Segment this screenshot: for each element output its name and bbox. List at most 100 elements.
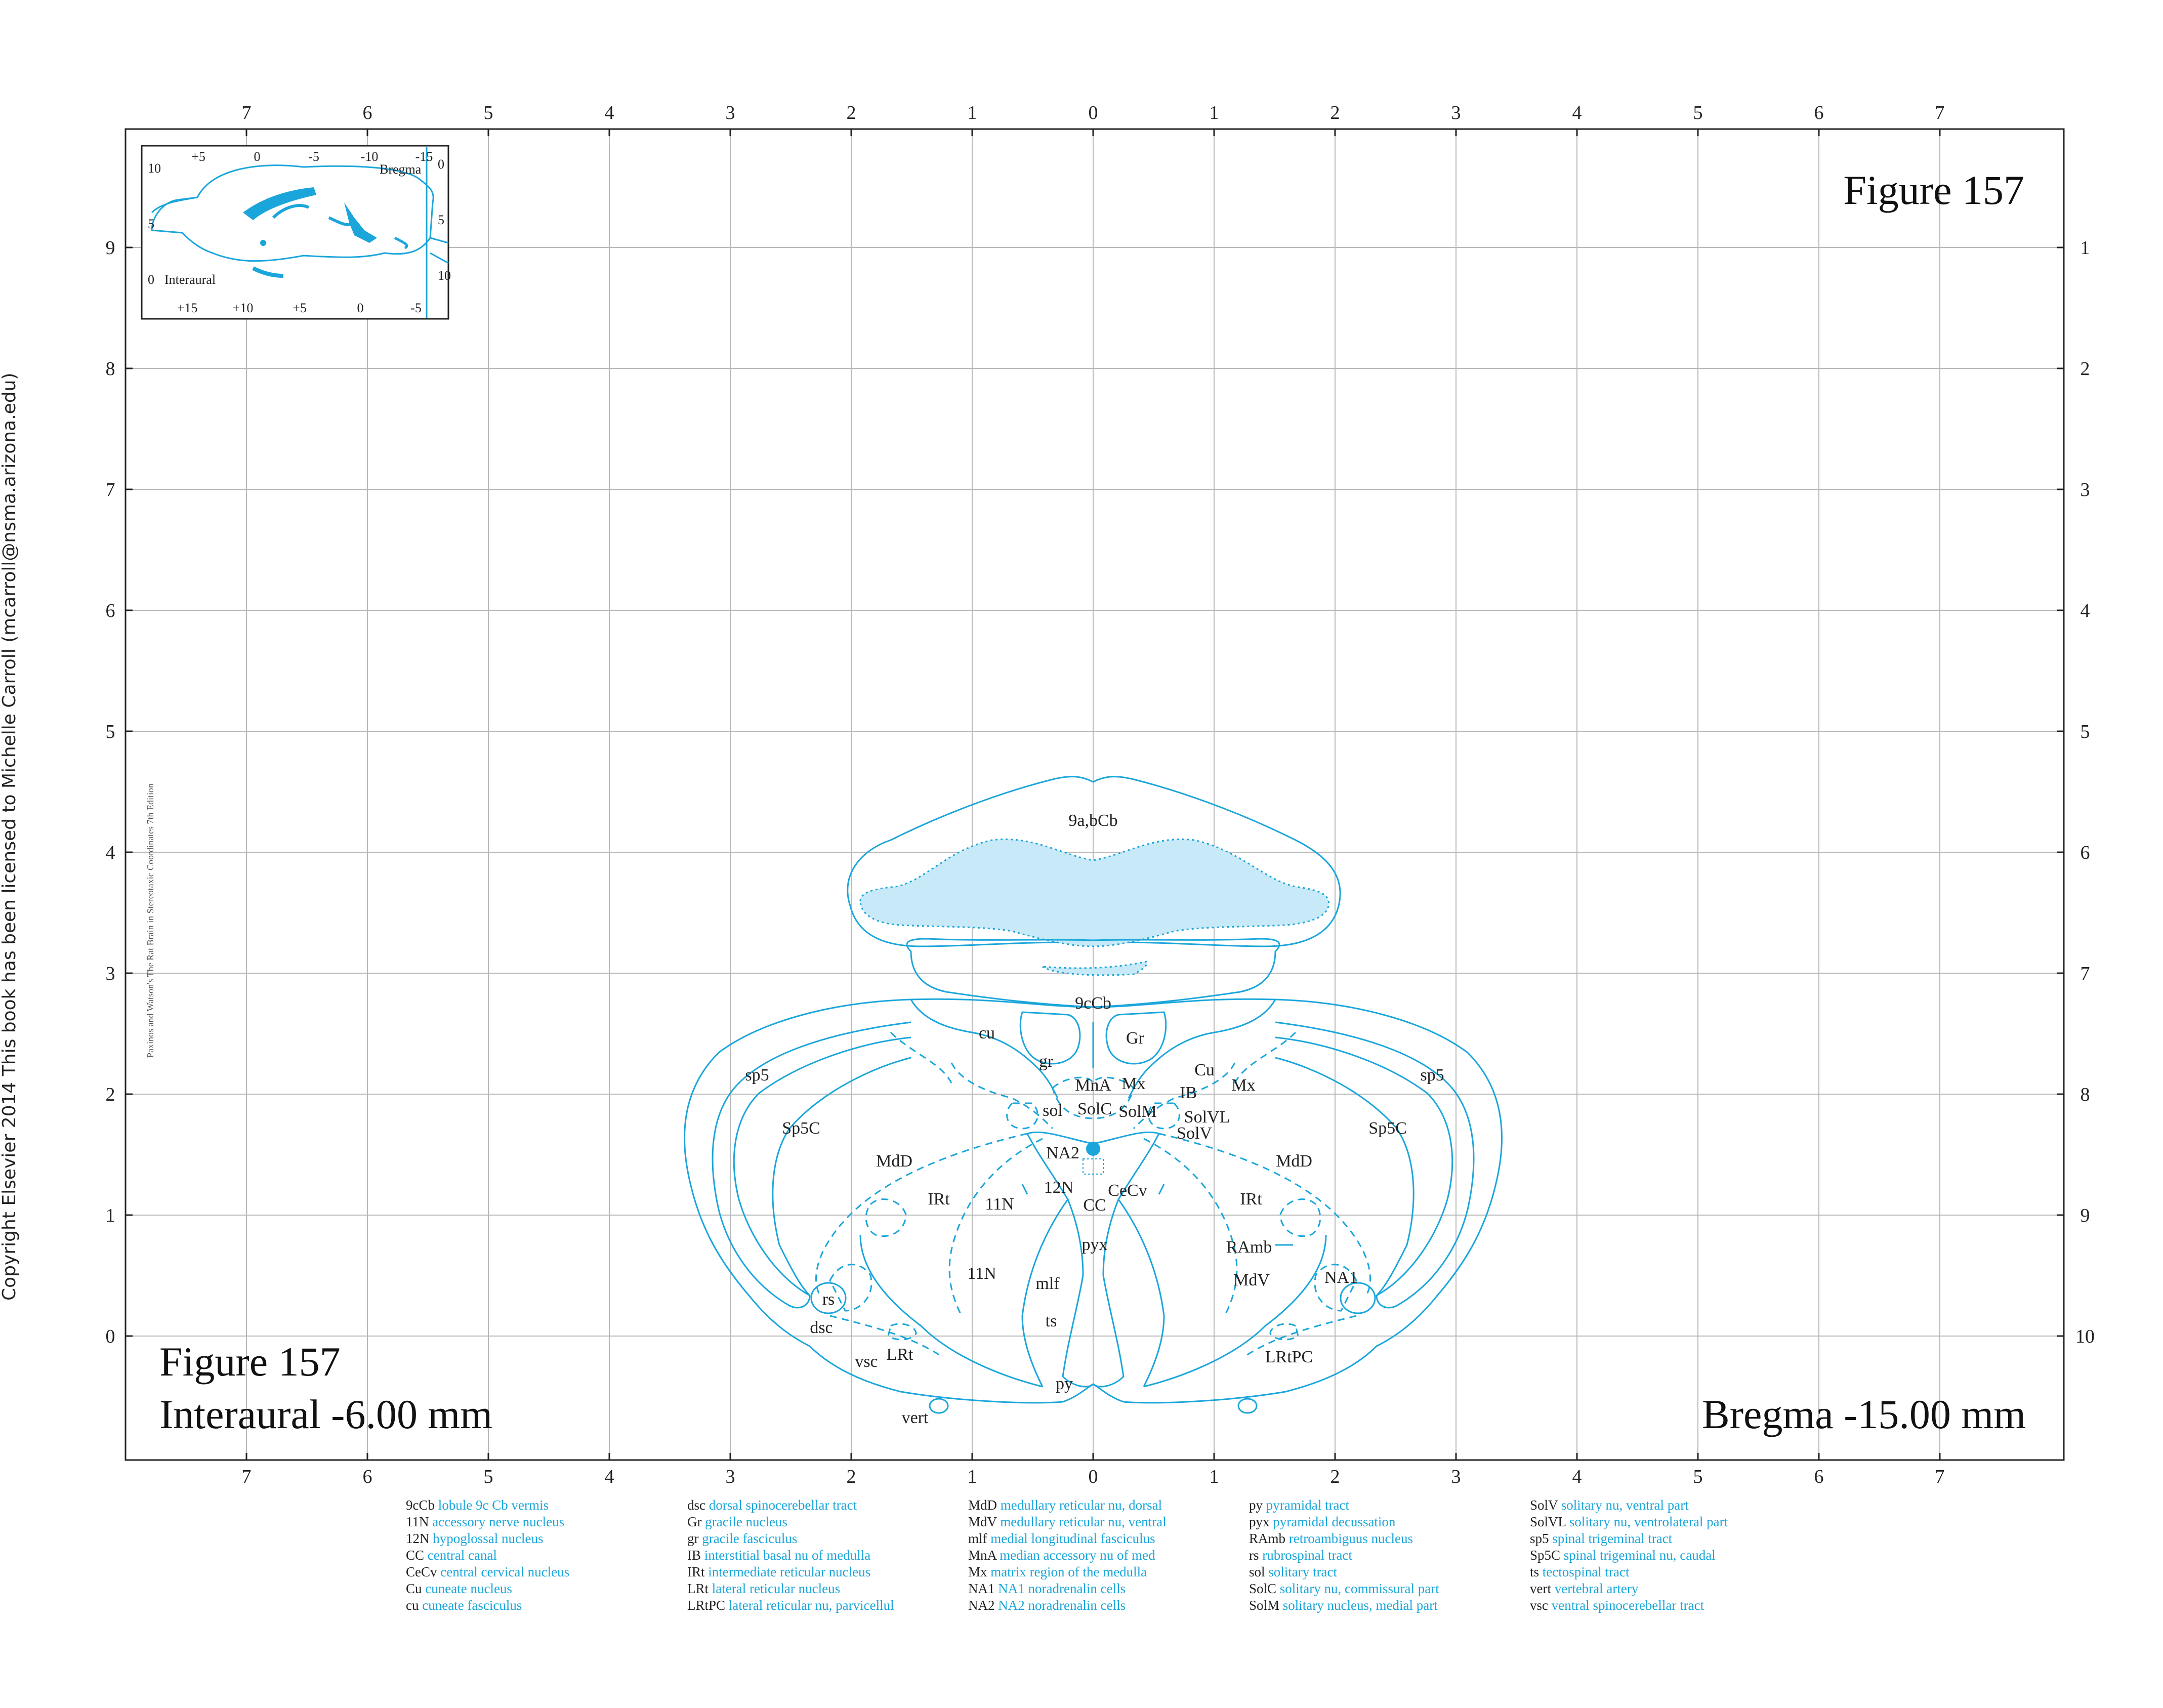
structure-label: SolV [1177, 1124, 1212, 1143]
legend-description: matrix region of the medulla [990, 1564, 1147, 1579]
axis-tick-label-bottom: 7 [1935, 1466, 1945, 1487]
axis-tick-label-left: 9 [106, 237, 115, 259]
figure-title: Figure 157 [1843, 167, 2024, 213]
legend-entry: 11N accessory nerve nucleus [406, 1514, 564, 1529]
legend-abbreviation: MdD [968, 1497, 1001, 1513]
figure-label-bottom: Figure 157 [159, 1339, 341, 1385]
structure-label: NA2 [1046, 1144, 1079, 1162]
legend-entry: cu cuneate fasciculus [406, 1598, 522, 1613]
structure-label: 9cCb [1075, 994, 1111, 1013]
legend-description: central cervical nucleus [440, 1564, 569, 1579]
axis-tick-label-top: 0 [1089, 102, 1098, 123]
structure-label: rs [822, 1290, 835, 1309]
legend-abbreviation: IRt [687, 1564, 708, 1579]
inset-tick-label-bottom: +5 [293, 301, 307, 315]
structure-label: SolM [1118, 1102, 1157, 1121]
legend-entry: ts tectospinal tract [1530, 1564, 1630, 1579]
inset-tick-label-bottom: +15 [177, 301, 198, 315]
legend-description: solitary tract [1268, 1564, 1337, 1579]
structure-label: MdV [1233, 1271, 1270, 1289]
axis-tick-label-bottom: 0 [1089, 1466, 1098, 1487]
axis-tick-label-left: 1 [106, 1205, 115, 1226]
axis-tick-label-bottom: 3 [1451, 1466, 1461, 1487]
rs-right [1340, 1282, 1376, 1314]
inset-tick-label-left: 0 [148, 272, 154, 287]
legend-description: tectospinal tract [1543, 1564, 1630, 1579]
legend-entry: IRt intermediate reticular nucleus [687, 1564, 870, 1579]
inset-brain-outline [151, 164, 434, 262]
legend-description: cuneate nucleus [425, 1581, 512, 1596]
legend-abbreviation: CC [406, 1548, 428, 1563]
axis-tick-label-bottom: 1 [1210, 1466, 1219, 1487]
sagittal-inset: +5 0 -5 -10 -15 +15 +10 +5 0 -5 10 5 0 0 5 10 Bregma In… [141, 145, 451, 320]
legend-abbreviation: SolVL [1530, 1514, 1569, 1529]
rs-left [810, 1282, 847, 1314]
legend-description: rubrospinal tract [1262, 1548, 1352, 1563]
legend-abbreviation: sol [1249, 1564, 1268, 1579]
structure-label: py [1056, 1374, 1073, 1393]
legend-description: retroambiguus nucleus [1289, 1531, 1413, 1546]
legend-entry: rs rubrospinal tract [1249, 1548, 1352, 1563]
legend-description: gracile nucleus [705, 1514, 787, 1529]
axis-tick-label-left: 7 [106, 479, 115, 501]
edition-note: Paxinos and Watson's The Rat Brain in St… [145, 783, 155, 1058]
axis-tick-label-right: 8 [2081, 1084, 2090, 1105]
legend-description: lateral reticular nucleus [712, 1581, 840, 1596]
inset-tick-label-bottom: +10 [233, 301, 254, 315]
legend-abbreviation: MnA [968, 1548, 1000, 1563]
legend-abbreviation: CeCv [406, 1564, 440, 1579]
legend-abbreviation: py [1249, 1497, 1266, 1513]
legend-entry: MdD medullary reticular nu, dorsal [968, 1497, 1162, 1513]
inset-tick-label-left: 10 [148, 161, 161, 176]
legend-abbreviation: LRtPC [687, 1598, 729, 1613]
legend-entry: SolM solitary nucleus, medial part [1249, 1598, 1438, 1613]
structure-label: MdD [1276, 1152, 1312, 1171]
legend-abbreviation: RAmb [1249, 1531, 1289, 1546]
axis-tick-label-top: 1 [968, 102, 977, 123]
legend-description: vertebral artery [1555, 1581, 1639, 1596]
legend-entry: IB interstitial basal nu of medulla [687, 1548, 870, 1563]
legend-entry: Mx matrix region of the medulla [968, 1564, 1147, 1579]
inset-bregma-label: Bregma [380, 162, 422, 177]
structure-label: IB [1180, 1084, 1197, 1102]
legend-description: medullary reticular nu, dorsal [1001, 1497, 1162, 1513]
axis-tick-label-top: 4 [1572, 102, 1582, 123]
legend-description: medullary reticular nu, ventral [1000, 1514, 1166, 1529]
inset-tick-label-top: -5 [308, 149, 319, 164]
legend-abbreviation: IB [687, 1548, 704, 1563]
structure-label: mlf [1035, 1274, 1060, 1293]
legend-description: hypoglossal nucleus [433, 1531, 543, 1546]
structure-label: Gr [1126, 1029, 1145, 1048]
structure-label: 12N [1044, 1178, 1074, 1197]
legend-description: ventral spinocerebellar tract [1552, 1598, 1704, 1613]
axis-tick-label-top: 6 [1814, 102, 1824, 123]
axis-tick-label-top: 5 [1693, 102, 1703, 123]
axis-tick-label-top: 3 [1451, 102, 1461, 123]
axis-tick-label-left: 8 [106, 358, 115, 380]
inset-tick-label-right: 0 [438, 157, 444, 172]
structure-label: sp5 [1420, 1066, 1444, 1085]
structure-label: SolVL [1184, 1108, 1230, 1127]
inset-tick-label-bottom: -5 [410, 301, 422, 315]
legend-description: medial longitudinal fasciculus [990, 1531, 1155, 1546]
structure-label: Mx [1231, 1076, 1255, 1095]
legend-abbreviation: pyx [1249, 1514, 1273, 1529]
axis-tick-label-top: 1 [1210, 102, 1219, 123]
legend-description: pyramidal tract [1266, 1497, 1350, 1513]
legend-abbreviation: gr [687, 1531, 702, 1546]
legend-entry: CeCv central cervical nucleus [406, 1564, 569, 1579]
legend-abbreviation: sp5 [1530, 1531, 1552, 1546]
axis-tick-label-right: 10 [2075, 1326, 2095, 1347]
copyright-notice: Copyright Elsevier 2014 This book has be… [0, 372, 20, 1301]
structure-label: 11N [985, 1195, 1014, 1214]
legend-description: solitary nu, commissural part [1280, 1581, 1439, 1596]
inset-tick-label-right: 10 [438, 268, 451, 283]
legend-description: median accessory nu of med [1000, 1548, 1155, 1563]
axis-tick-label-right: 6 [2081, 842, 2090, 863]
legend-entry: 12N hypoglossal nucleus [406, 1531, 543, 1546]
legend-entry: MdV medullary reticular nu, ventral [968, 1514, 1167, 1529]
legend-abbreviation: mlf [968, 1531, 990, 1546]
legend-abbreviation: Gr [687, 1514, 705, 1529]
axis-tick-label-right: 5 [2081, 721, 2090, 742]
legend-abbreviation: SolV [1530, 1497, 1561, 1513]
